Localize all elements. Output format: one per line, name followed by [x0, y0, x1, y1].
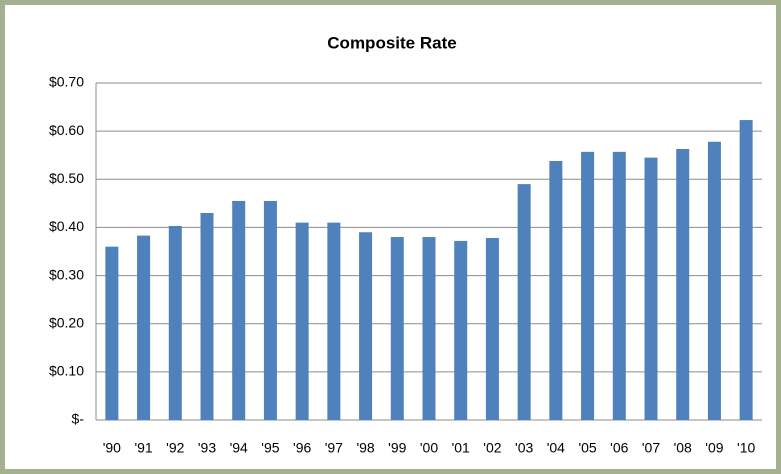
y-tick-label: $0.40 [49, 218, 84, 234]
bar [581, 151, 595, 420]
x-tick-label: '92 [166, 440, 184, 456]
bar [517, 184, 531, 420]
bar [327, 222, 341, 420]
x-tick-label: '99 [388, 440, 406, 456]
bar [676, 148, 690, 420]
x-tick-label: '08 [674, 440, 692, 456]
x-tick-label: '90 [103, 440, 121, 456]
y-tick-label: $0.60 [49, 122, 84, 138]
x-tick-label: '00 [420, 440, 438, 456]
bar [422, 237, 436, 420]
bar [454, 240, 468, 420]
bar [263, 200, 277, 420]
y-tick-label: $0.20 [49, 314, 84, 330]
bar [485, 238, 499, 420]
x-tick-label: '04 [547, 440, 565, 456]
x-tick-label: '06 [610, 440, 628, 456]
x-tick-label: '01 [452, 440, 470, 456]
bar [612, 151, 626, 420]
bar [105, 246, 119, 420]
x-tick-label: '96 [293, 440, 311, 456]
x-tick-label: '09 [705, 440, 723, 456]
bar [644, 157, 658, 420]
x-tick-label: '07 [642, 440, 660, 456]
bar [232, 200, 246, 420]
y-tick-label: $0.30 [49, 266, 84, 282]
bar [390, 237, 404, 420]
x-tick-label: '93 [198, 440, 216, 456]
y-tick-label: $- [72, 411, 85, 427]
y-tick-label: $0.50 [49, 170, 84, 186]
bar [200, 212, 214, 420]
bar [295, 222, 309, 420]
x-tick-label: '97 [325, 440, 343, 456]
x-tick-label: '91 [134, 440, 152, 456]
bar [549, 160, 563, 420]
x-tick-label: '10 [737, 440, 755, 456]
x-tick-label: '05 [578, 440, 596, 456]
x-tick-label: '94 [230, 440, 248, 456]
x-tick-label: '95 [261, 440, 279, 456]
bar [739, 120, 753, 420]
y-tick-label: $0.10 [49, 363, 84, 379]
x-tick-label: '03 [515, 440, 533, 456]
bar [137, 235, 151, 420]
chart-title: Composite Rate [327, 33, 456, 52]
x-tick-label: '98 [356, 440, 374, 456]
bar [707, 141, 721, 420]
y-tick-label: $0.70 [49, 74, 84, 90]
x-tick-label: '02 [483, 440, 501, 456]
bar [168, 225, 182, 420]
bar [359, 232, 373, 420]
